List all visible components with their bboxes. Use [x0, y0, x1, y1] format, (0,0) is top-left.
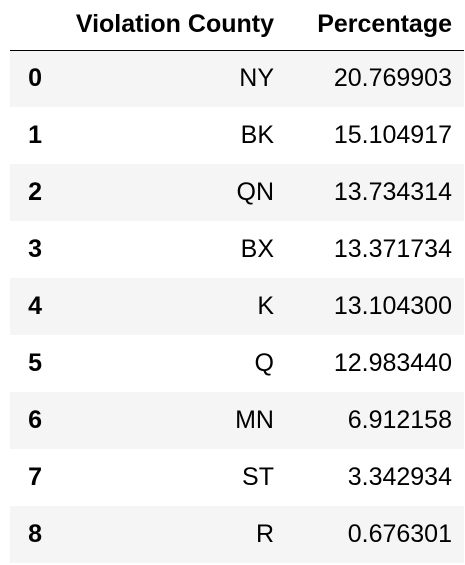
table-row: 4 K 13.104300 — [10, 278, 464, 335]
county-cell: QN — [236, 178, 275, 206]
index-column-header — [10, 0, 54, 51]
dataframe-table: Violation County Percentage 0 NY 20.7699… — [10, 0, 464, 563]
percentage-cell: 12.983440 — [333, 349, 452, 377]
row-index: 0 — [28, 64, 42, 93]
table-row: 7 ST 3.342934 — [10, 449, 464, 506]
table-body: 0 NY 20.769903 1 BK 15.104917 2 QN 13.73… — [10, 50, 464, 563]
county-cell: Q — [254, 349, 274, 377]
row-index: 7 — [28, 463, 42, 491]
county-cell: NY — [239, 64, 274, 93]
row-index: 2 — [28, 178, 42, 206]
row-index: 1 — [28, 121, 42, 149]
column-header-percentage: Percentage — [286, 0, 464, 51]
table-row: 8 R 0.676301 — [10, 506, 464, 563]
table-row: 1 BK 15.104917 — [10, 107, 464, 164]
table-header: Violation County Percentage — [10, 0, 464, 51]
percentage-cell: 0.676301 — [347, 520, 452, 548]
row-index: 8 — [28, 520, 42, 548]
percentage-cell: 13.104300 — [333, 292, 452, 320]
county-cell: MN — [235, 406, 274, 434]
county-cell: BK — [240, 121, 274, 149]
header-row: Violation County Percentage — [10, 0, 464, 51]
table-row: 2 QN 13.734314 — [10, 164, 464, 221]
percentage-cell: 15.104917 — [333, 121, 452, 149]
percentage-cell: 13.371734 — [333, 235, 452, 263]
percentage-cell: 20.769903 — [333, 64, 452, 93]
table-row: 0 NY 20.769903 — [10, 50, 464, 107]
column-header-violation-county: Violation County — [54, 0, 286, 51]
county-cell: R — [255, 520, 274, 548]
county-cell: K — [257, 292, 274, 320]
percentage-cell: 3.342934 — [347, 463, 452, 491]
row-index: 6 — [28, 406, 42, 434]
row-index: 3 — [28, 235, 42, 263]
row-index: 5 — [28, 349, 42, 377]
county-cell: ST — [242, 463, 274, 491]
table-row: 6 MN 6.912158 — [10, 392, 464, 449]
county-cell: BX — [240, 235, 274, 263]
table-row: 5 Q 12.983440 — [10, 335, 464, 392]
row-index: 4 — [28, 292, 42, 320]
percentage-cell: 13.734314 — [333, 178, 452, 206]
table-row: 3 BX 13.371734 — [10, 221, 464, 278]
percentage-cell: 6.912158 — [347, 406, 452, 434]
